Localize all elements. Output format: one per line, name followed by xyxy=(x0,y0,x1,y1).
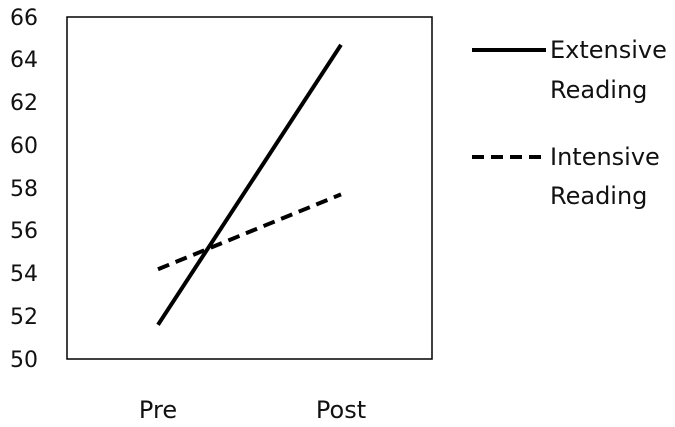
legend-label-extensive-reading: Reading xyxy=(550,76,647,104)
legend-label-intensive-reading: Reading xyxy=(550,182,647,210)
y-tick-label: 56 xyxy=(10,219,38,244)
legend: Extensive Reading Intensive Reading xyxy=(472,36,667,210)
legend-label-extensive-reading: Extensive xyxy=(550,36,667,64)
y-tick-label: 64 xyxy=(10,48,38,73)
y-tick-label: 50 xyxy=(10,348,38,373)
y-tick-label: 62 xyxy=(10,91,38,116)
series-line-extensive-reading xyxy=(156,43,343,326)
x-tick-label-post: Post xyxy=(316,396,366,424)
y-axis-tick-labels: 50 52 54 56 58 60 62 64 66 xyxy=(10,6,38,373)
y-tick-label: 66 xyxy=(10,6,38,31)
y-tick-label: 60 xyxy=(10,134,38,159)
y-tick-label: 52 xyxy=(10,305,38,330)
x-tick-label-pre: Pre xyxy=(139,396,177,424)
legend-label-intensive-reading: Intensive xyxy=(550,143,660,171)
y-tick-label: 58 xyxy=(10,177,38,202)
series-line-intensive-reading xyxy=(157,192,342,272)
y-tick-label: 54 xyxy=(10,262,38,287)
x-axis-tick-labels: Pre Post xyxy=(139,396,366,424)
plot-area-frame xyxy=(66,16,433,360)
